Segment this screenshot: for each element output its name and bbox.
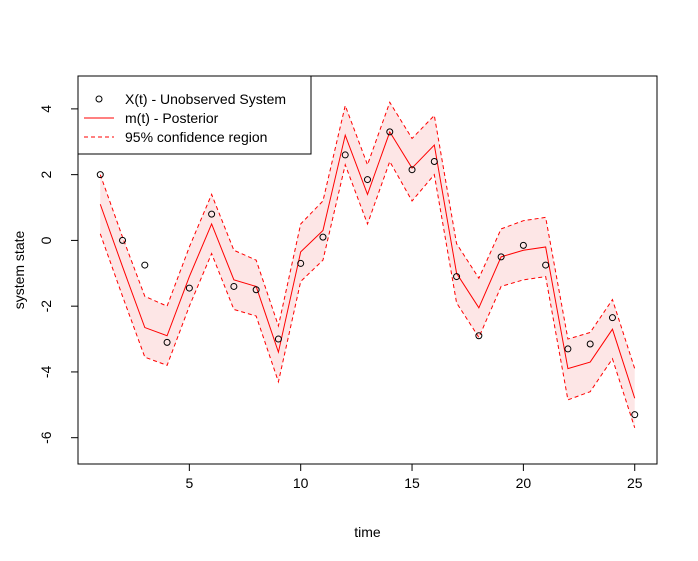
data-point: [119, 236, 127, 244]
data-point: [297, 259, 305, 267]
x-axis: 5 10 15 20 25: [185, 463, 643, 491]
x-tick-label: 15: [404, 475, 420, 491]
y-tick-label: 4: [38, 105, 54, 113]
data-point: [364, 176, 371, 184]
data-point: [608, 314, 616, 322]
data-point: [631, 411, 639, 419]
x-tick-label: 25: [627, 475, 643, 491]
data-point: [386, 128, 394, 136]
data-point: [230, 282, 238, 290]
y-axis: -6 -4 -2 0 2 4: [38, 105, 79, 444]
data-point: [542, 261, 550, 269]
confidence-band-fill: [100, 102, 635, 428]
legend-box: [77, 75, 312, 155]
confidence-lower-line: [99, 160, 636, 428]
legend-entry-posterior: m(t) - Posterior: [125, 110, 219, 126]
x-tick-label: 10: [293, 475, 309, 491]
y-tick-label: -4: [38, 365, 54, 378]
data-point: [475, 332, 483, 340]
data-point: [208, 210, 216, 218]
data-point: [453, 273, 461, 281]
data-point: [519, 241, 527, 249]
y-tick-label: 0: [38, 236, 54, 244]
y-tick-label: -6: [38, 431, 54, 444]
x-axis-title: time: [354, 524, 381, 540]
lines-layer: [99, 101, 636, 428]
legend-entry-confidence-region: 95% confidence region: [125, 129, 267, 145]
y-tick-label: -2: [38, 300, 54, 313]
y-axis-title: system state: [11, 231, 27, 310]
confidence-upper-line: [99, 101, 636, 369]
data-point: [408, 166, 416, 174]
y-tick-label: 2: [38, 171, 54, 179]
data-point: [141, 261, 149, 269]
data-point: [497, 253, 505, 261]
data-point: [319, 233, 327, 241]
data-point: [586, 340, 594, 348]
data-point: [430, 157, 438, 165]
data-point: [96, 171, 104, 179]
data-point: [341, 151, 349, 159]
data-point: [252, 286, 260, 294]
data-point: [274, 335, 282, 343]
data-point: [163, 338, 171, 346]
posterior-line: [99, 130, 636, 399]
legend-entry-unobserved-system: X(t) - Unobserved System: [125, 91, 286, 107]
legend: X(t) - Unobserved System m(t) - Posterio…: [77, 75, 312, 155]
x-tick-label: 20: [516, 475, 532, 491]
data-point: [564, 345, 572, 353]
x-tick-label: 5: [185, 475, 193, 491]
points-layer: [96, 128, 639, 419]
data-point: [185, 284, 193, 292]
confidence-band-layer: [100, 102, 635, 428]
legend-symbol-points: [95, 95, 103, 103]
